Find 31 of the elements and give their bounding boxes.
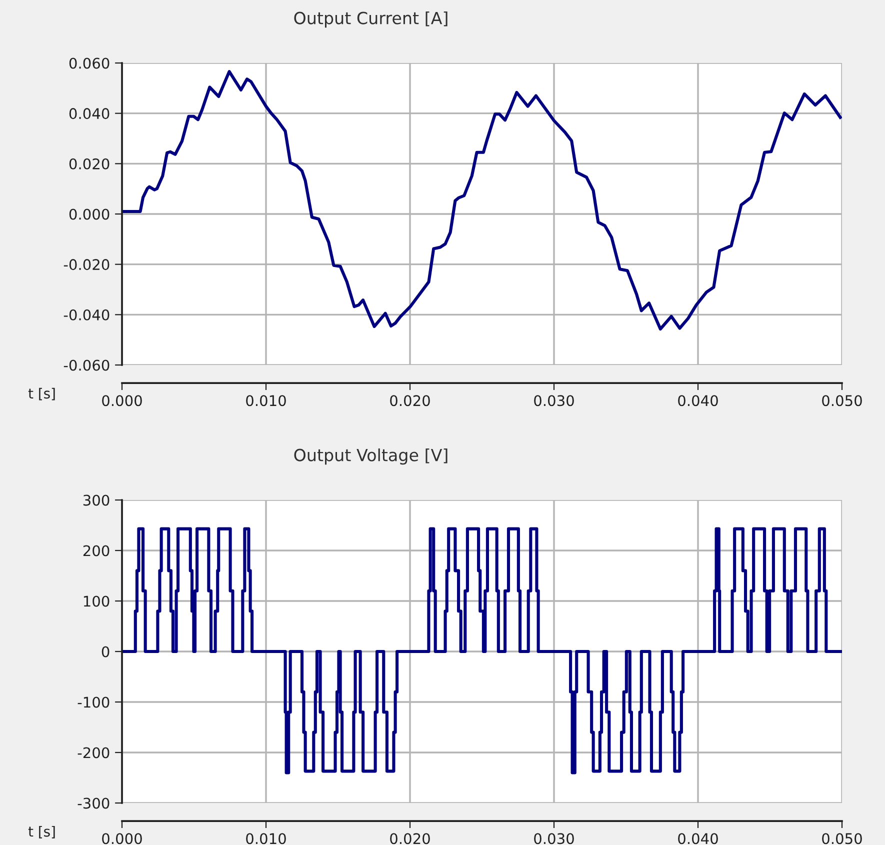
y-tick-label: 0.020: [69, 158, 110, 170]
x-tick-label: 0.020: [390, 395, 430, 406]
x-tick-label: 0.010: [246, 833, 286, 844]
y-tick-label: 0: [102, 646, 110, 658]
y-tick-label: 0.000: [69, 208, 110, 220]
y-tick-label: 0.060: [69, 58, 110, 69]
y-tick-label: 100: [84, 596, 110, 607]
y-tick-label: -0.040: [64, 309, 110, 320]
x-tick-label: 0.040: [678, 395, 718, 406]
x-tick-label: 0.010: [246, 395, 286, 406]
y-tick-label: -100: [78, 696, 110, 708]
x-tick-label: 0.030: [534, 833, 574, 844]
y-tick-label: -300: [78, 798, 110, 809]
y-tick-label: -0.060: [64, 360, 110, 371]
y-tick-label: 200: [83, 545, 110, 556]
y-tick-label: 0.040: [69, 108, 110, 120]
y-tick-label: -200: [78, 747, 110, 758]
line-series: [122, 70, 842, 331]
chart-title: Output Voltage [V]: [294, 448, 448, 465]
x-tick-label: 0.000: [102, 833, 142, 844]
y-tick-label: 300: [83, 494, 110, 506]
chart-title: Output Current [A]: [294, 11, 448, 28]
x-axis-title: t [s]: [28, 388, 55, 400]
x-tick-label: 0.040: [678, 833, 718, 844]
x-axis-title: t [s]: [28, 826, 55, 838]
x-tick-label: 0.000: [102, 395, 142, 406]
y-tick-label: -0.020: [64, 259, 110, 270]
x-tick-label: 0.020: [390, 833, 430, 844]
x-tick-label: 0.050: [822, 833, 862, 844]
x-tick-label: 0.030: [534, 395, 574, 406]
x-tick-label: 0.050: [822, 395, 862, 406]
